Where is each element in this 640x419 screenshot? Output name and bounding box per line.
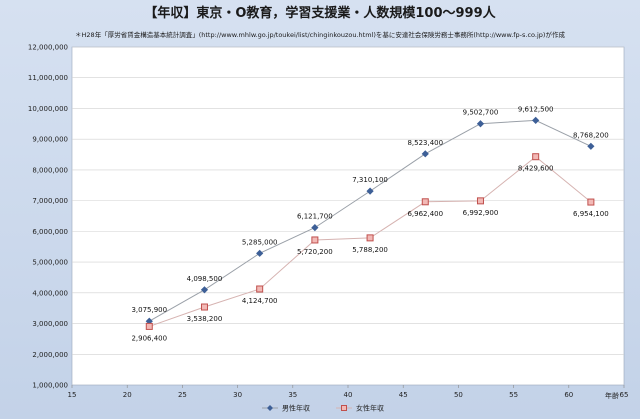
male-data-label: 5,285,000 [242, 238, 278, 246]
female-data-point [366, 234, 374, 242]
y-tick-label: 3,000,000 [32, 320, 68, 328]
data-labels: 3,075,900 4,098,500 5,285,000 6,121,700 7,31… [131, 105, 608, 342]
male-data-point [311, 224, 319, 232]
female-data-label: 6,992,900 [463, 209, 499, 217]
x-tick-label: 35 [288, 391, 297, 399]
male-data-point [532, 116, 540, 124]
chart-subtitle: ＊H28年「厚労省賃金構造基本統計調査」(http://www.mhlw.go.… [75, 30, 565, 39]
legend-label: 男性年収 [282, 404, 310, 413]
legend-marker-male [267, 405, 273, 411]
male-data-point [200, 286, 209, 294]
male-data-label: 6,121,700 [297, 213, 333, 221]
female-data-point [311, 236, 319, 244]
plot-area [71, 46, 625, 386]
x-axis-label: 年齢 [605, 391, 619, 400]
female-data-point [145, 322, 153, 330]
female-data-point [200, 303, 208, 311]
legend-label: 女性年収 [356, 404, 384, 413]
y-tick-label: 7,000,000 [32, 197, 68, 205]
female-data-label: 5,788,200 [352, 246, 388, 254]
x-tick-label: 15 [68, 391, 77, 399]
female-data-label: 6,954,100 [573, 210, 609, 218]
x-tick-label: 25 [178, 391, 187, 399]
male-data-label: 3,075,900 [131, 306, 167, 314]
x-tick-label: 40 [344, 391, 353, 399]
series-layer [145, 116, 595, 330]
y-tick-label: 2,000,000 [32, 351, 68, 359]
male-data-label: 9,612,500 [518, 105, 554, 113]
female-data-label: 4,124,700 [242, 297, 278, 305]
legend: 男性年収 女性年収 [262, 404, 384, 413]
grid-lines [72, 46, 624, 355]
x-tick-label: 65 [620, 391, 629, 399]
female-data-label: 6,962,400 [407, 210, 443, 218]
y-tick-label: 1,000,000 [32, 382, 68, 390]
y-axis-ticks: 1,000,000 2,000,000 3,000,000 4,000,000 5,00… [28, 44, 68, 390]
female-data-label: 5,720,200 [297, 248, 333, 256]
x-tick-label: 60 [564, 391, 573, 399]
y-tick-label: 6,000,000 [32, 228, 68, 236]
y-tick-label: 4,000,000 [32, 289, 68, 297]
y-tick-label: 5,000,000 [32, 259, 68, 267]
female-data-label: 8,429,600 [518, 165, 554, 173]
x-tick-label: 45 [399, 391, 408, 399]
male-data-label: 4,098,500 [187, 275, 223, 283]
female-data-point [476, 197, 484, 205]
x-tick-label: 30 [233, 391, 242, 399]
male-data-point [256, 249, 264, 257]
y-tick-label: 11,000,000 [28, 74, 68, 82]
y-tick-label: 12,000,000 [28, 44, 68, 52]
y-tick-label: 8,000,000 [32, 166, 68, 174]
male-data-label: 8,523,400 [407, 139, 443, 147]
female-data-label: 2,906,400 [131, 334, 167, 342]
female-data-label: 3,538,200 [187, 315, 223, 323]
male-data-label: 9,502,700 [463, 109, 499, 117]
x-tick-label: 20 [123, 391, 132, 399]
male-data-label: 8,768,200 [573, 131, 609, 139]
female-data-point [421, 198, 429, 206]
legend-marker-female [341, 405, 347, 411]
x-axis-ticks: 15 20 25 30 35 40 45 50 55 60 65 [68, 385, 629, 399]
x-tick-label: 55 [509, 391, 518, 399]
y-tick-label: 9,000,000 [32, 136, 68, 144]
male-data-point [366, 187, 374, 195]
female-data-point [256, 285, 264, 293]
male-data-point [476, 120, 485, 128]
female-data-point [587, 198, 595, 206]
female-data-point [532, 153, 540, 161]
chart-title: 【年収】東京・O教育，学習支援業・人数規模100～999人 [144, 5, 496, 21]
male-data-point [421, 150, 429, 158]
male-data-label: 7,310,100 [352, 176, 388, 184]
y-tick-label: 10,000,000 [28, 105, 68, 113]
x-tick-label: 50 [454, 391, 463, 399]
male-data-point [587, 142, 595, 150]
